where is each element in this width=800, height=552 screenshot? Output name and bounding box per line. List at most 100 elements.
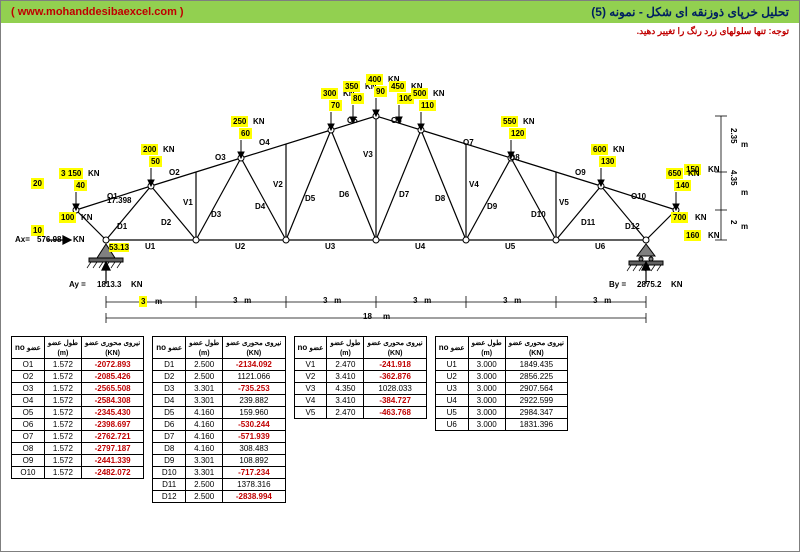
seg-dim[interactable]: 3: [139, 296, 147, 307]
mlabel-D9: D9: [487, 202, 497, 211]
header-bar: ( www.mohanddesibaexcel.com ) تحلیل خرپا…: [1, 1, 799, 23]
load-top-b-2[interactable]: 60: [239, 128, 252, 139]
mlabel-V4: V4: [469, 180, 479, 189]
ay-val: 1813.3: [97, 280, 121, 289]
load-top-b-3[interactable]: 70: [329, 100, 342, 111]
load-left-1v[interactable]: 20: [31, 178, 44, 189]
load-top-b-10[interactable]: 140: [674, 180, 691, 191]
mlabel-D7: D7: [399, 190, 409, 199]
load-right-2h[interactable]: 700: [671, 212, 688, 223]
load-top-b-0[interactable]: 40: [74, 180, 87, 191]
load-top-a-1[interactable]: 200: [141, 144, 158, 155]
seg2: 3 m: [233, 296, 251, 305]
mlabel-O1: O1: [107, 192, 118, 201]
total-span: 18: [363, 312, 372, 321]
kn-unit: KN: [708, 230, 720, 241]
kn-unit: KN: [695, 212, 707, 223]
seg5: 3 m: [503, 296, 521, 305]
kn-unit: KN: [708, 164, 720, 175]
mlabel-U2: U2: [235, 242, 245, 251]
x0[interactable]: 53.13: [109, 243, 129, 252]
mlabel-D1: D1: [117, 222, 127, 231]
seg6: 3 m: [593, 296, 611, 305]
mlabel-D12: D12: [625, 222, 640, 231]
ax-unit: KN: [73, 235, 85, 244]
mlabel-U3: U3: [325, 242, 335, 251]
mlabel-V5: V5: [559, 198, 569, 207]
load-top-a-4[interactable]: 350: [343, 81, 360, 92]
load-top-b-5[interactable]: 90: [374, 86, 387, 97]
site-url: ( www.mohanddesibaexcel.com ): [11, 6, 184, 18]
load-top-a-2[interactable]: 250: [231, 116, 248, 127]
mlabel-O3: O3: [215, 153, 226, 162]
ax-val: 576.98: [37, 235, 61, 244]
mlabel-D2: D2: [161, 218, 171, 227]
mlabel-O9: O9: [575, 168, 586, 177]
load-right-2v[interactable]: 160: [684, 230, 701, 241]
truss-diagram: 20 30 10 100 KN 150 KN 700 KN 160 KN Ax=…: [11, 40, 791, 330]
mlabel-O8: O8: [509, 153, 520, 162]
mlabel-U5: U5: [505, 242, 515, 251]
ax-label: Ax=: [15, 235, 30, 244]
kn-unit: KN: [688, 168, 700, 179]
seg-unit: m: [155, 296, 162, 307]
load-top-a-8[interactable]: 550: [501, 116, 518, 127]
results-tables: no عضوطول عضو(m)نیروی محوری عضو(KN)O11.5…: [1, 330, 799, 503]
by-label: By =: [609, 280, 626, 289]
mlabel-V1: V1: [183, 198, 193, 207]
mlabel-U4: U4: [415, 242, 425, 251]
kn-unit: KN: [81, 212, 93, 223]
h1: 2: [729, 220, 738, 224]
load-top-a-6[interactable]: 450: [389, 81, 406, 92]
table-O: no عضوطول عضو(m)نیروی محوری عضو(KN)O11.5…: [11, 336, 144, 479]
by-val: 2875.2: [637, 280, 661, 289]
kn-unit: KN: [613, 144, 625, 155]
load-top-b-4[interactable]: 80: [351, 93, 364, 104]
h-unit2: m: [741, 188, 748, 197]
mlabel-O6: O6: [391, 116, 402, 125]
mlabel-V3: V3: [363, 150, 373, 159]
load-top-a-9[interactable]: 600: [591, 144, 608, 155]
kn-unit: KN: [163, 144, 175, 155]
h-unit3: m: [741, 140, 748, 149]
load-top-b-9[interactable]: 130: [599, 156, 616, 167]
seg3: 3 m: [323, 296, 341, 305]
table-V: no عضوطول عضو(m)نیروی محوری عضو(KN)V12.4…: [294, 336, 427, 419]
mlabel-U6: U6: [595, 242, 605, 251]
mlabel-D3: D3: [211, 210, 221, 219]
load-top-b-7[interactable]: 110: [419, 100, 436, 111]
kn-unit: KN: [253, 116, 265, 127]
kn-unit: KN: [433, 88, 445, 99]
load-top-a-3[interactable]: 300: [321, 88, 338, 99]
mlabel-D10: D10: [531, 210, 546, 219]
page-title: تحلیل خرپای ذوزنقه ای شکل - نمونه (5): [591, 5, 789, 19]
mlabel-O10: O10: [631, 192, 646, 201]
mlabel-O4: O4: [259, 138, 270, 147]
load-top-a-5[interactable]: 400: [366, 74, 383, 85]
kn-unit: KN: [523, 116, 535, 127]
by-unit: KN: [671, 280, 683, 289]
load-top-b-8[interactable]: 120: [509, 128, 526, 139]
mlabel-O5: O5: [347, 116, 358, 125]
load-top-a-0[interactable]: 150: [66, 168, 83, 179]
table-U: no عضوطول عضو(m)نیروی محوری عضو(KN)U13.0…: [435, 336, 568, 431]
mlabel-D4: D4: [255, 202, 265, 211]
load-top-a-10[interactable]: 650: [666, 168, 683, 179]
load-top-b-1[interactable]: 50: [149, 156, 162, 167]
load-top-a-7[interactable]: 500: [411, 88, 428, 99]
table-D: no عضوطول عضو(m)نیروی محوری عضو(KN)D12.5…: [152, 336, 285, 503]
h-unit1: m: [741, 222, 748, 231]
mlabel-U1: U1: [145, 242, 155, 251]
load-left-2h[interactable]: 100: [59, 212, 76, 223]
seg4: 3 m: [413, 296, 431, 305]
ay-label: Ay =: [69, 280, 86, 289]
h2: 4.35: [729, 170, 738, 186]
kn-unit: KN: [88, 168, 100, 179]
mlabel-D8: D8: [435, 194, 445, 203]
mlabel-V2: V2: [273, 180, 283, 189]
note-text: توجه: تنها سلولهای زرد رنگ را تغییر دهید…: [1, 23, 799, 40]
ay-unit: KN: [131, 280, 143, 289]
mlabel-O2: O2: [169, 168, 180, 177]
mlabel-D5: D5: [305, 194, 315, 203]
h3: 2.35: [729, 128, 738, 144]
